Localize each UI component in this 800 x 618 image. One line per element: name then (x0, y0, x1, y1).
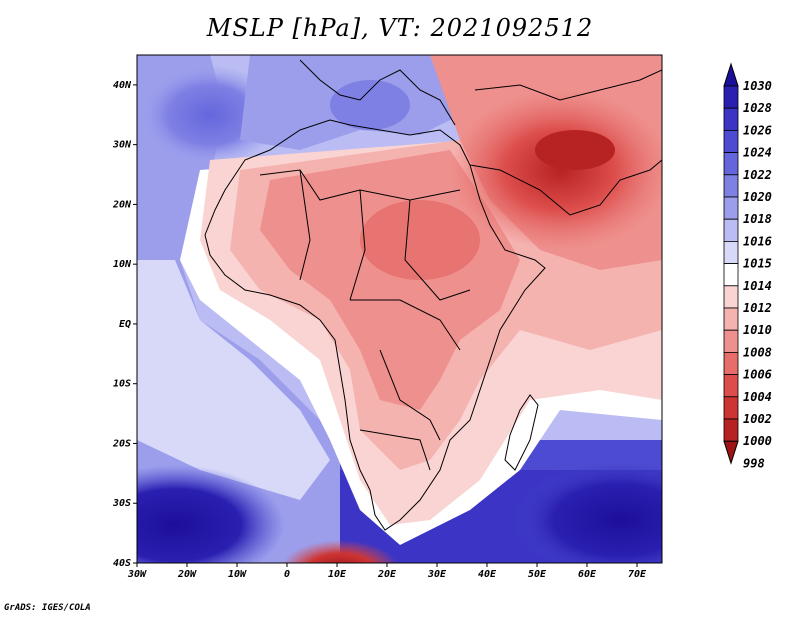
lat-tick-label: 10N (113, 259, 132, 270)
colorbar-swatch (723, 218, 739, 242)
coastlines (204, 59, 662, 531)
colorbar-swatch (723, 374, 739, 398)
colorbar-label: 1028 (743, 101, 772, 115)
lon-tick-label: 50E (528, 569, 547, 580)
colorbar-label: 998 (743, 456, 765, 470)
map-title: MSLP [hPa], VT: 2021092512 (206, 14, 594, 42)
lon-tick-label: 20W (177, 569, 197, 580)
colorbar-label: 1030 (743, 79, 772, 93)
lon-tick-label: 20E (377, 569, 397, 580)
lat-tick-label: 40S (113, 558, 131, 569)
colorbar-swatch (723, 174, 739, 198)
colorbar-label: 1015 (743, 257, 772, 271)
lon-tick-label: 0 (284, 569, 290, 580)
colorbar-swatch (723, 285, 739, 309)
lat-tick-label: 30N (112, 140, 132, 151)
colorbar-label: 1008 (743, 345, 772, 359)
longitude-labels: 30W 20W 10W 0 10E 20E 30E 40E 50E 60E 70E (127, 569, 647, 580)
colorbar-label: 1004 (743, 390, 772, 404)
lon-tick-label: 10E (328, 569, 347, 580)
colorbar (723, 62, 739, 465)
colorbar-swatch (723, 418, 739, 442)
lat-tick-label: 20S (112, 438, 131, 449)
colorbar-labels: 1030 1028 1026 1024 1022 1020 1018 1016 1015 1014… (743, 79, 772, 470)
colorbar-label: 1002 (743, 412, 772, 426)
colorbar-swatch (723, 85, 739, 109)
colorbar-swatch (723, 107, 739, 131)
colorbar-label: 1016 (743, 234, 772, 248)
colorbar-label: 1010 (743, 323, 772, 337)
colorbar-bottom-arrow (723, 440, 739, 465)
colorbar-swatch (723, 196, 739, 220)
colorbar-label: 1012 (743, 301, 772, 315)
lat-tick-label: 10S (113, 379, 131, 390)
colorbar-swatch (723, 129, 739, 153)
lon-tick-label: 30E (427, 569, 447, 580)
lat-tick-label: 40N (113, 80, 132, 91)
latitude-labels: 40N 30N 20N 10N EQ 10S 20S 30S 40S (112, 80, 132, 569)
plot-frame (136, 54, 663, 564)
colorbar-label: 1022 (743, 168, 772, 182)
colorbar-swatch (723, 152, 739, 176)
colorbar-label: 1014 (743, 279, 772, 293)
lon-tick-label: 40E (478, 569, 497, 580)
colorbar-label: 1006 (743, 368, 772, 382)
colorbar-swatch (723, 396, 739, 420)
lat-tick-label: 20N (112, 199, 132, 210)
colorbar-label: 1000 (743, 434, 772, 448)
colorbar-swatch (723, 329, 739, 353)
colorbar-swatch (723, 263, 739, 287)
colorbar-swatch (723, 351, 739, 375)
grads-credit: GrADS: IGES/COLA (4, 603, 91, 613)
colorbar-label: 1018 (743, 212, 772, 226)
colorbar-label: 1026 (743, 123, 772, 137)
lon-tick-label: 70E (628, 569, 647, 580)
axis-ticks (133, 84, 638, 567)
colorbar-top-arrow (723, 62, 739, 87)
colorbar-swatch (723, 307, 739, 331)
pressure-field (137, 55, 662, 563)
lat-tick-label: EQ (119, 319, 131, 330)
lat-tick-label: 30S (112, 498, 131, 509)
lon-tick-label: 10W (228, 569, 247, 580)
colorbar-label: 1024 (743, 146, 772, 160)
colorbar-label: 1020 (743, 190, 772, 204)
colorbar-swatch (723, 240, 739, 264)
lon-tick-label: 60E (578, 569, 597, 580)
lon-tick-label: 30W (127, 569, 147, 580)
